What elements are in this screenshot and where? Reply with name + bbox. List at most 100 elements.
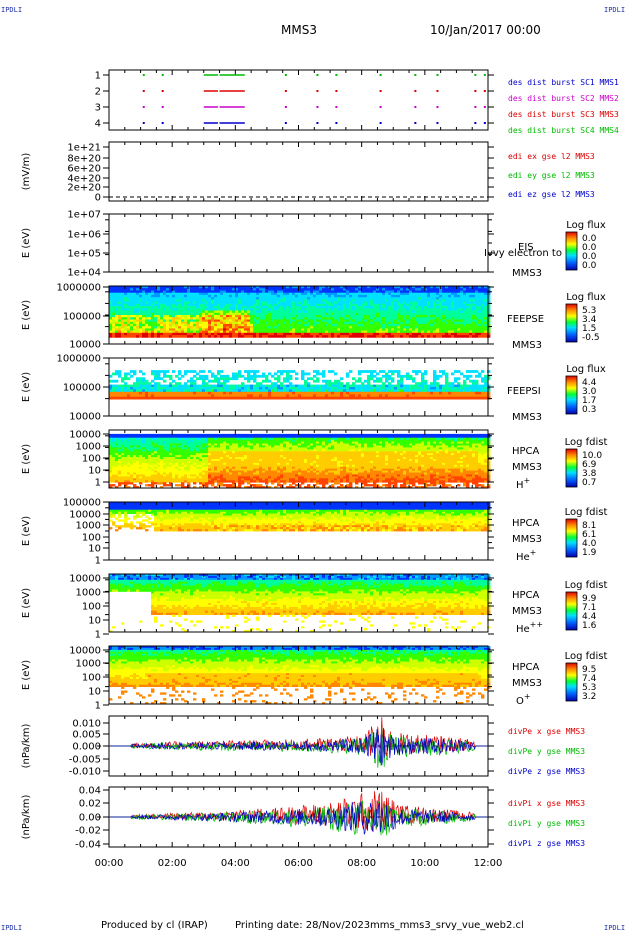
spectrogram-cell	[193, 379, 197, 383]
spectrogram-cell	[361, 389, 365, 393]
spectrogram-cell	[391, 370, 395, 373]
spectrogram-cell	[382, 396, 386, 400]
spectrogram-cell	[124, 476, 128, 479]
spectrogram-cell	[403, 308, 407, 311]
spectrogram-cell	[394, 328, 398, 331]
spectrogram-cell	[154, 299, 158, 302]
spectrogram-cell	[442, 335, 446, 338]
spectrogram-cell	[376, 288, 380, 291]
spectrogram-cell	[166, 299, 170, 302]
spectrogram-cell	[481, 330, 485, 334]
spectrogram-cell	[358, 292, 362, 296]
spectrogram-cell	[133, 297, 137, 300]
spectrogram-cell	[298, 396, 302, 400]
spectrogram-cell	[115, 459, 119, 462]
spectrogram-cell	[112, 474, 116, 477]
spectrogram-cell	[211, 435, 215, 439]
spectrogram-cell	[136, 466, 140, 469]
spectrogram-cell	[202, 312, 206, 316]
spectrogram-cell	[250, 384, 254, 388]
spectrogram-cell	[394, 321, 398, 325]
spectrogram-cell	[217, 303, 221, 307]
spectrogram-cell	[226, 310, 230, 314]
spectrogram-cell	[343, 384, 347, 388]
spectrogram-cell	[202, 297, 206, 300]
spectrogram-cell	[139, 478, 143, 481]
spectrogram-cell	[136, 321, 140, 325]
spectrogram-cell	[481, 389, 485, 393]
spectrogram-cell	[289, 308, 293, 311]
spectrogram-cell	[124, 437, 128, 440]
spectrogram-cell	[187, 445, 191, 448]
spectrogram-cell	[136, 290, 140, 294]
spectrogram-cell	[391, 308, 395, 311]
spectrogram-cell	[487, 387, 491, 390]
spectrogram-cell	[286, 315, 290, 318]
spectrogram-cell	[241, 308, 245, 311]
spectrogram-cell	[283, 319, 287, 323]
spectrogram-cell	[388, 370, 392, 373]
spectrogram-cell	[418, 303, 422, 307]
spectrogram-cell	[211, 330, 215, 334]
spectrogram-cell	[184, 478, 188, 481]
spectrogram-cell	[364, 306, 368, 309]
spectrogram-cell	[151, 328, 155, 331]
spectrogram-cell	[250, 374, 254, 378]
spectrogram-cell	[427, 312, 431, 316]
spectrogram-cell	[484, 323, 488, 327]
spectrogram-cell	[145, 312, 149, 316]
spectrogram-cell	[229, 396, 233, 400]
spectrogram-cell	[430, 332, 434, 336]
spectrogram-cell	[190, 315, 194, 318]
spectrogram-cell	[223, 297, 227, 300]
spectrogram-cell	[196, 319, 200, 323]
spectrogram-cell	[142, 468, 146, 471]
spectrogram-cell	[163, 370, 167, 373]
spectrogram-cell	[181, 319, 185, 323]
spectrogram-cell	[181, 459, 185, 462]
spectrogram-cell	[418, 292, 422, 296]
spectrogram-cell	[250, 297, 254, 300]
spectrogram-cell	[382, 330, 386, 334]
spectrogram-cell	[451, 330, 455, 334]
spectrogram-cell	[424, 382, 428, 385]
spectrogram-cell	[415, 303, 419, 307]
spectrogram-cell	[397, 286, 401, 289]
spectrogram-cell	[148, 437, 152, 440]
spectrogram-cell	[256, 315, 260, 318]
spectrogram-cell	[358, 321, 362, 325]
spectrogram-cell	[214, 435, 218, 439]
spectrogram-cell	[313, 290, 317, 294]
spectrogram-cell	[307, 317, 311, 320]
spectrogram-cell	[178, 460, 182, 464]
spectrogram-cell	[145, 290, 149, 294]
spectrogram-cell	[172, 391, 176, 395]
spectrogram-cell	[202, 451, 206, 454]
spectrogram-cell	[283, 396, 287, 400]
spectrogram-cell	[172, 396, 176, 400]
spectrogram-cell	[139, 470, 143, 473]
spectrogram-cell	[235, 315, 239, 318]
spectrogram-cell	[157, 315, 161, 318]
spectrogram-cell	[391, 335, 395, 338]
spectrogram-cell	[295, 286, 299, 289]
spectrogram-cell	[307, 292, 311, 296]
spectrogram-cell	[274, 315, 278, 318]
spectrogram-cell	[205, 330, 209, 334]
spectrogram-cell	[478, 328, 482, 331]
spectrogram-cell	[478, 326, 482, 329]
spectrogram-cell	[238, 370, 242, 373]
spectrogram-cell	[271, 288, 275, 291]
spectrogram-cell	[130, 441, 134, 444]
spectrogram-cell	[133, 437, 137, 440]
spectrogram-cell	[169, 459, 173, 462]
spectrogram-cell	[202, 468, 206, 471]
spectrogram-cell	[313, 299, 317, 302]
spectrogram-cell	[148, 457, 152, 460]
spectrogram-cell	[418, 312, 422, 316]
spectrogram-cell	[121, 303, 125, 307]
spectrogram-cell	[382, 299, 386, 302]
spectrogram-cell	[259, 301, 263, 305]
spectrogram-cell	[349, 317, 353, 320]
spectrogram-cell	[202, 308, 206, 311]
